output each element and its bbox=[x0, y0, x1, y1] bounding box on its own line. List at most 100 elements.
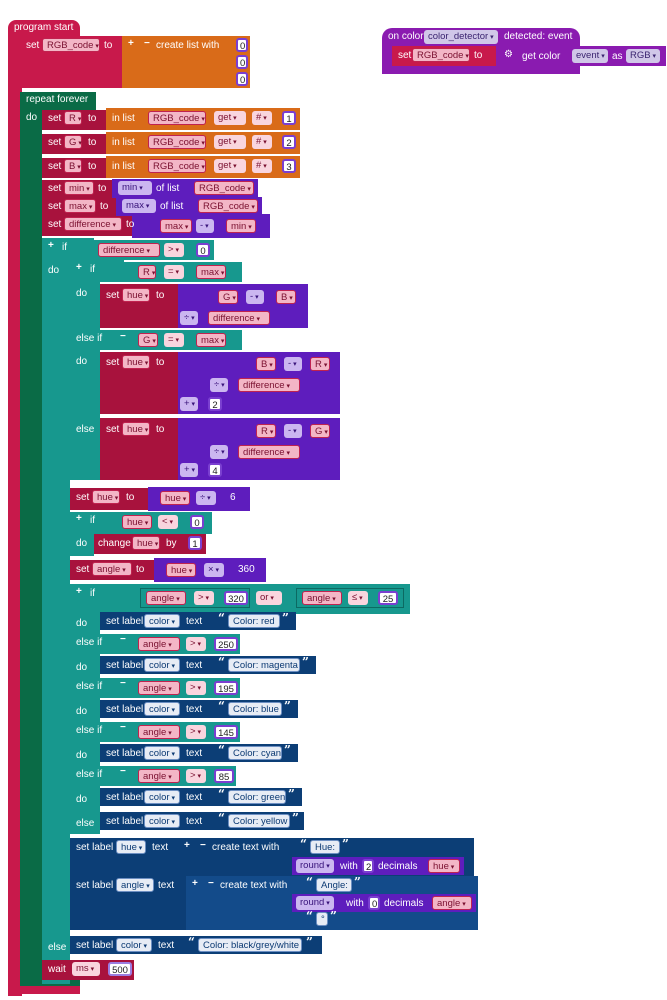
index-mode-dropdown[interactable]: # bbox=[252, 111, 272, 125]
one-forty-five-value[interactable]: 145 bbox=[214, 725, 238, 739]
min-fn-dropdown[interactable]: min bbox=[118, 181, 152, 195]
hue-if-block[interactable] bbox=[70, 260, 124, 282]
g-var-dropdown[interactable]: G bbox=[310, 424, 330, 438]
g-var-dropdown[interactable]: G bbox=[64, 135, 82, 149]
color-yellow-string[interactable]: Color: yellow bbox=[228, 814, 290, 828]
index-value[interactable]: 3 bbox=[282, 159, 296, 173]
color-magenta-string[interactable]: Color: magenta bbox=[228, 658, 300, 672]
color-red-string[interactable]: Color: red bbox=[228, 614, 280, 628]
g-var-dropdown[interactable]: G bbox=[138, 333, 158, 347]
wait-value[interactable]: 500 bbox=[108, 962, 132, 976]
zero-value[interactable]: 0 bbox=[190, 515, 204, 529]
difference-var-dropdown[interactable]: difference bbox=[64, 217, 122, 231]
list-item-0[interactable]: 0 bbox=[236, 38, 248, 52]
event-var-dropdown[interactable]: event bbox=[572, 49, 608, 63]
hue-var-dropdown[interactable]: hue bbox=[122, 288, 150, 302]
minus-icon[interactable]: − bbox=[144, 38, 150, 49]
rgb-code-var-dropdown[interactable]: RGB_code bbox=[412, 48, 470, 62]
minus-op-dropdown[interactable]: - bbox=[196, 219, 214, 233]
hue-var-dropdown[interactable]: hue bbox=[160, 491, 190, 505]
hue-label-dropdown[interactable]: hue bbox=[116, 840, 146, 854]
divide-op-dropdown[interactable]: ÷ bbox=[210, 445, 228, 459]
color-blue-string[interactable]: Color: blue bbox=[228, 702, 282, 716]
index-mode-dropdown[interactable]: # bbox=[252, 159, 272, 173]
minus-op-dropdown[interactable]: - bbox=[284, 357, 302, 371]
index-value[interactable]: 1 bbox=[282, 111, 296, 125]
color-label-dropdown[interactable]: color bbox=[144, 814, 180, 828]
rgb-code-var-dropdown[interactable]: RGB_code bbox=[42, 38, 100, 52]
three-sixty-value[interactable]: 360 bbox=[238, 564, 255, 575]
get-mode-dropdown[interactable]: get bbox=[214, 111, 246, 125]
plus-icon[interactable]: + bbox=[48, 240, 54, 251]
angle-var-dropdown[interactable]: angle bbox=[432, 896, 472, 910]
color-label-dropdown[interactable]: color bbox=[144, 614, 180, 628]
difference-var-dropdown[interactable]: difference bbox=[238, 445, 300, 459]
b-var-dropdown[interactable]: B bbox=[256, 357, 276, 371]
minus-op-dropdown[interactable]: - bbox=[246, 290, 264, 304]
rgb-mode-dropdown[interactable]: RGB bbox=[626, 49, 660, 63]
plus-op-dropdown[interactable]: + bbox=[180, 463, 198, 477]
max-var-dropdown[interactable]: max bbox=[196, 333, 226, 347]
angle-var-dropdown[interactable]: angle bbox=[138, 637, 180, 651]
two-fifty-value[interactable]: 250 bbox=[214, 637, 238, 651]
angle-label-dropdown[interactable]: angle bbox=[116, 878, 154, 892]
difference-var-dropdown[interactable]: difference bbox=[208, 311, 270, 325]
angle-var-dropdown[interactable]: angle bbox=[92, 562, 132, 576]
twenty-five-value[interactable]: 25 bbox=[378, 591, 398, 605]
plus-icon[interactable]: + bbox=[76, 513, 82, 524]
three-twenty-value[interactable]: 320 bbox=[224, 591, 248, 605]
one-ninety-five-value[interactable]: 195 bbox=[214, 681, 238, 695]
angle-var-dropdown[interactable]: angle bbox=[138, 725, 180, 739]
color-label-dropdown[interactable]: color bbox=[144, 658, 180, 672]
times-op-dropdown[interactable]: × bbox=[204, 563, 224, 577]
angle-var-dropdown[interactable]: angle bbox=[146, 591, 186, 605]
two-value[interactable]: 2 bbox=[208, 397, 222, 411]
four-value[interactable]: 4 bbox=[208, 463, 222, 477]
r-var-dropdown[interactable]: R bbox=[138, 265, 156, 279]
color-green-string[interactable]: Color: green bbox=[228, 790, 286, 804]
plus-op-dropdown[interactable]: + bbox=[180, 397, 198, 411]
gt-op-dropdown[interactable]: > bbox=[194, 591, 214, 605]
minus-icon[interactable]: − bbox=[120, 678, 126, 689]
list-var-dropdown[interactable]: RGB_code bbox=[148, 111, 206, 125]
r-var-dropdown[interactable]: R bbox=[256, 424, 276, 438]
max-var-dropdown[interactable]: max bbox=[64, 199, 96, 213]
hue-var-dropdown[interactable]: hue bbox=[92, 490, 120, 504]
color-label-dropdown[interactable]: color bbox=[144, 790, 180, 804]
b-var-dropdown[interactable]: B bbox=[64, 159, 82, 173]
difference-var-dropdown[interactable]: difference bbox=[238, 378, 300, 392]
lt-op-dropdown[interactable]: < bbox=[158, 515, 178, 529]
b-var-dropdown[interactable]: B bbox=[276, 290, 296, 304]
minus-icon[interactable]: − bbox=[120, 766, 126, 777]
gt-op-dropdown[interactable]: > bbox=[186, 725, 206, 739]
max-var-dropdown[interactable]: max bbox=[196, 265, 226, 279]
min-var-dropdown[interactable]: min bbox=[64, 181, 94, 195]
one-value[interactable]: 1 bbox=[188, 536, 202, 550]
minus-icon[interactable]: − bbox=[200, 840, 206, 851]
color-black-grey-white-string[interactable]: Color: black/grey/white bbox=[198, 938, 302, 952]
list-item-2[interactable]: 0 bbox=[236, 72, 248, 86]
ms-unit-dropdown[interactable]: ms bbox=[72, 962, 100, 976]
plus-icon[interactable]: + bbox=[184, 840, 190, 851]
hue-var-dropdown[interactable]: hue bbox=[132, 536, 160, 550]
hue-var-dropdown[interactable]: hue bbox=[166, 563, 196, 577]
list-var-dropdown[interactable]: RGB_code bbox=[194, 181, 254, 195]
minus-icon[interactable]: − bbox=[120, 331, 126, 342]
r-var-dropdown[interactable]: R bbox=[310, 357, 330, 371]
round-mode-dropdown[interactable]: round bbox=[296, 859, 334, 873]
max-fn-dropdown[interactable]: max bbox=[122, 199, 156, 213]
minus-icon[interactable]: − bbox=[120, 722, 126, 733]
plus-icon[interactable]: + bbox=[76, 262, 82, 273]
list-var-dropdown[interactable]: RGB_code bbox=[148, 159, 206, 173]
hue-var-dropdown[interactable]: hue bbox=[122, 515, 152, 529]
color-label-dropdown[interactable]: color bbox=[144, 702, 180, 716]
gt-op-dropdown[interactable]: > bbox=[164, 243, 184, 257]
eq-op-dropdown[interactable]: = bbox=[164, 265, 184, 279]
r-var-dropdown[interactable]: R bbox=[64, 111, 82, 125]
gt-op-dropdown[interactable]: > bbox=[186, 681, 206, 695]
minus-icon[interactable]: − bbox=[208, 878, 214, 889]
eighty-five-value[interactable]: 85 bbox=[214, 769, 234, 783]
le-op-dropdown[interactable]: ≤ bbox=[348, 591, 368, 605]
hue-var-dropdown[interactable]: hue bbox=[428, 859, 460, 873]
hue-var-dropdown[interactable]: hue bbox=[122, 422, 150, 436]
